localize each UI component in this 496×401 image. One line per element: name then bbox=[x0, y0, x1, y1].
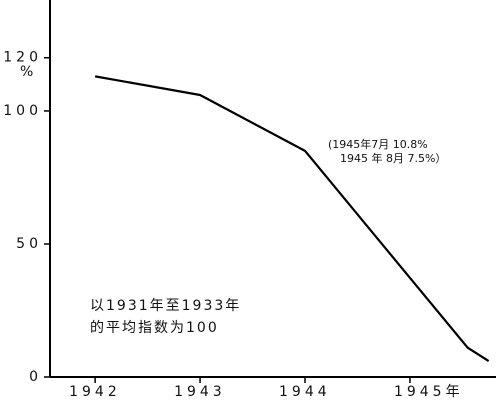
y-tick-label: 50 bbox=[16, 236, 42, 252]
annotation: (1945年7月 10.8% bbox=[328, 137, 428, 151]
x-tick-label: 1942 bbox=[69, 384, 121, 400]
y-unit: % bbox=[20, 64, 33, 80]
x-tick-label: 1945年 bbox=[394, 384, 464, 400]
note: 的平均指数为100 bbox=[90, 320, 219, 336]
annotation: 1945 年 8月 7.5%） bbox=[340, 151, 446, 165]
note: 以1931年至1933年 bbox=[90, 298, 241, 314]
line bbox=[94, 75, 490, 362]
y-tick-label: 0 bbox=[29, 369, 42, 385]
x-tick-label: 1944 bbox=[279, 384, 331, 400]
y-tick-label: 100 bbox=[3, 103, 42, 119]
x-tick-label: 1943 bbox=[174, 384, 226, 400]
y-tick-label: 120 bbox=[3, 50, 42, 66]
